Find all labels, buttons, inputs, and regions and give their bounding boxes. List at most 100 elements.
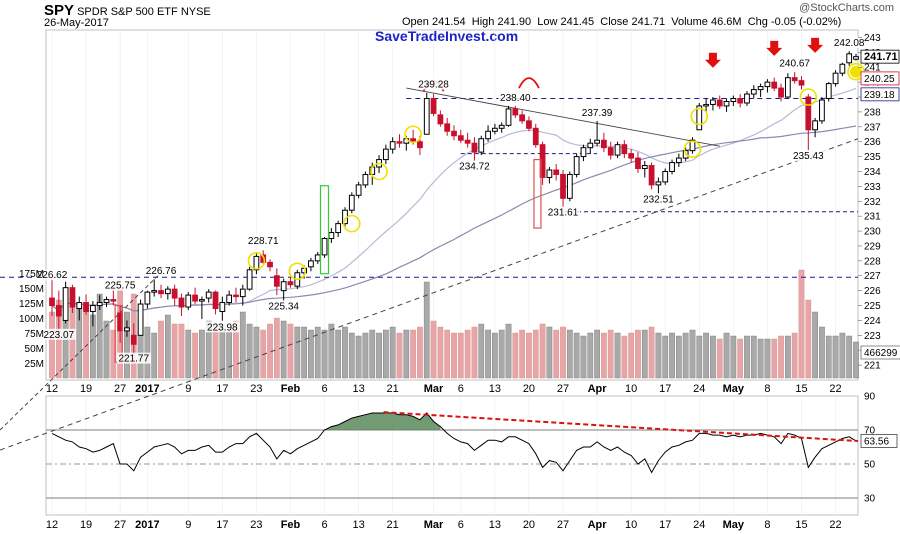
rsi-date-tick-label: 21 bbox=[387, 519, 399, 531]
rsi-date-tick-label: 22 bbox=[829, 519, 841, 531]
candle-body bbox=[226, 294, 233, 304]
price-tick-label: 223 bbox=[864, 331, 881, 342]
candle-body bbox=[83, 302, 89, 312]
price-tag-box bbox=[860, 49, 900, 64]
candle-body bbox=[485, 130, 491, 140]
highlight-circle bbox=[370, 162, 388, 181]
price-tick-label: 243 bbox=[864, 33, 881, 44]
candle-body bbox=[273, 275, 280, 287]
volume-bar bbox=[505, 323, 512, 379]
candle-body bbox=[635, 157, 641, 170]
rsi-date-tick-label: 2017 bbox=[135, 519, 159, 531]
volume-bar bbox=[737, 338, 744, 379]
highlight-circle bbox=[247, 252, 266, 270]
long-uptrend-line bbox=[0, 138, 859, 451]
value-label-bg bbox=[641, 193, 676, 205]
price-tag: 239.18 bbox=[864, 90, 895, 101]
volume-bar bbox=[342, 326, 348, 379]
candle-body bbox=[471, 142, 478, 153]
date-tick-label: 10 bbox=[625, 383, 637, 395]
candle-body bbox=[744, 93, 750, 104]
volume-bar bbox=[839, 332, 846, 379]
volume-bar bbox=[355, 335, 362, 379]
value-label: 225.75 bbox=[105, 281, 136, 292]
candle-body bbox=[846, 53, 853, 64]
date-tick-label: 13 bbox=[352, 383, 364, 395]
high-value: 241.90 bbox=[497, 16, 532, 28]
volume-bar bbox=[185, 329, 192, 379]
date-tick-label: 9 bbox=[185, 383, 191, 395]
volume-bar bbox=[362, 332, 369, 379]
volume-scale-label: 75M bbox=[25, 329, 44, 340]
price-tick-label: 228 bbox=[864, 256, 881, 267]
volume-bar bbox=[192, 332, 198, 379]
candle-body bbox=[328, 232, 335, 240]
price-tick-label: 221 bbox=[864, 361, 881, 372]
volume-tag: 466299 bbox=[864, 348, 898, 359]
price-tick-label: 232 bbox=[864, 197, 881, 208]
volume-bar bbox=[744, 335, 750, 379]
candle-body bbox=[457, 135, 464, 141]
candle-body bbox=[573, 156, 580, 175]
volume-bar bbox=[437, 326, 444, 379]
volume-bar bbox=[798, 269, 805, 379]
value-label-bg bbox=[546, 206, 581, 218]
date-tick-label: 6 bbox=[321, 383, 327, 395]
down-arrow bbox=[766, 40, 783, 56]
rsi-date-tick-label: May bbox=[723, 519, 745, 531]
volume-bar bbox=[396, 332, 403, 379]
rsi-date-tick-label: 23 bbox=[250, 519, 262, 531]
volume-bar bbox=[532, 329, 539, 379]
candle-body bbox=[444, 123, 451, 132]
date-tick-label: 15 bbox=[795, 383, 807, 395]
volume-bar bbox=[178, 323, 185, 379]
value-label: 221.77 bbox=[118, 354, 149, 365]
ticker-symbol: SPY bbox=[44, 2, 75, 19]
volume-bar bbox=[635, 329, 641, 379]
candle-body bbox=[730, 98, 737, 102]
volume-bar bbox=[246, 323, 253, 379]
candle-body bbox=[546, 169, 553, 178]
volume-bar bbox=[710, 335, 716, 379]
candle-body bbox=[280, 281, 287, 292]
volume-bar bbox=[648, 326, 655, 379]
volume-bar bbox=[628, 332, 635, 379]
annotations: 226.62 223.07 225.75 221.77 226.76 223.98 228.… bbox=[35, 36, 867, 365]
candle-body bbox=[287, 281, 294, 286]
value-label-bg bbox=[103, 279, 138, 291]
volume-bar bbox=[430, 320, 437, 379]
volume-bar bbox=[308, 329, 314, 379]
volume-bar bbox=[410, 329, 416, 379]
rsi-tick-label: 30 bbox=[864, 494, 876, 505]
down-arrow bbox=[704, 52, 721, 68]
top-arc bbox=[518, 77, 540, 89]
close-label: Close bbox=[600, 16, 629, 28]
volume-bar bbox=[519, 329, 525, 379]
volume-bar bbox=[164, 314, 171, 379]
candle-body bbox=[348, 194, 355, 211]
rsi-panel: 30 50 70 90 63.56 bbox=[46, 392, 898, 505]
volume-bar bbox=[369, 329, 376, 379]
candle-body bbox=[144, 291, 151, 305]
volume-bar bbox=[682, 332, 689, 379]
price-tick-label: 235 bbox=[864, 152, 881, 163]
candle-body bbox=[703, 103, 709, 107]
candle-body bbox=[764, 81, 771, 88]
value-label-bg bbox=[416, 78, 451, 90]
rsi-date-tick-label: 15 bbox=[795, 519, 807, 531]
candle-body bbox=[614, 144, 621, 156]
value-label: 228.71 bbox=[248, 236, 279, 247]
candle-body bbox=[675, 157, 682, 164]
candle-body bbox=[498, 124, 505, 129]
open-label: Open bbox=[402, 16, 429, 28]
volume-bar bbox=[199, 329, 205, 379]
volume-bar bbox=[764, 338, 771, 379]
rsi-date-tick-label: 19 bbox=[80, 519, 92, 531]
candle-body bbox=[62, 287, 69, 321]
candle-body bbox=[587, 142, 594, 149]
volume-bar bbox=[641, 329, 648, 379]
candle-body bbox=[69, 287, 76, 308]
volume-bar bbox=[512, 332, 519, 379]
candle-body bbox=[267, 261, 273, 268]
